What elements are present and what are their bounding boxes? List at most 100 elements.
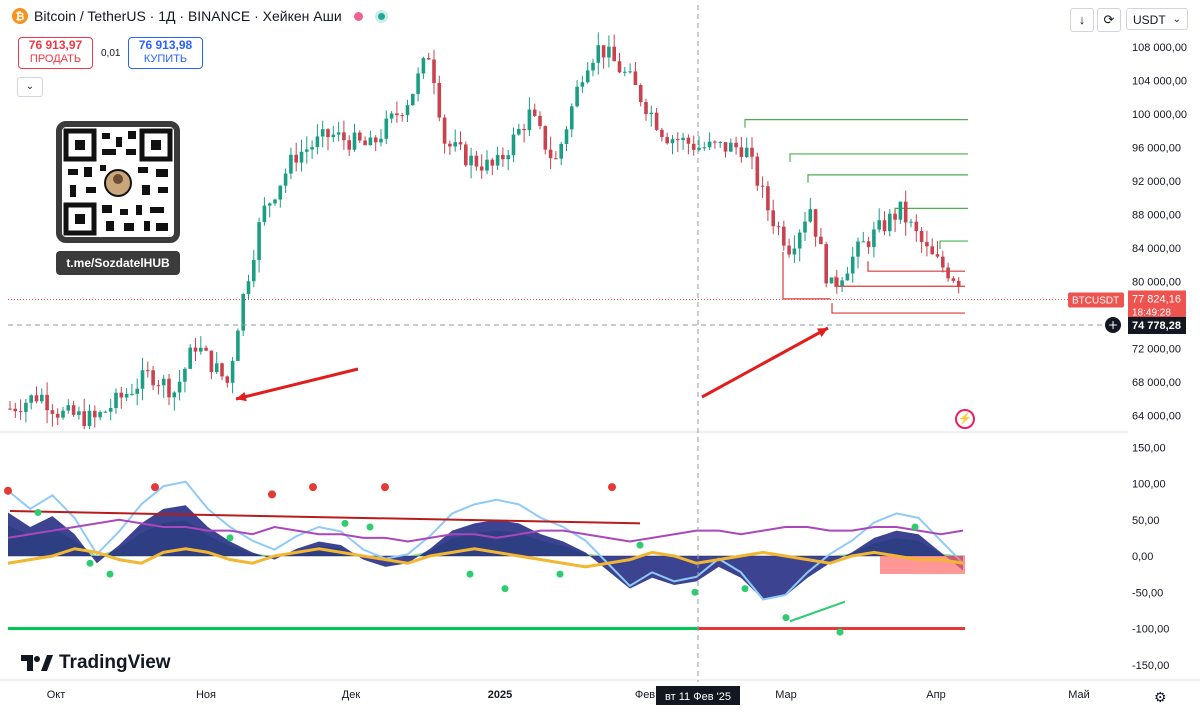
- last-price-tag: [1128, 290, 1186, 319]
- candle-body: [935, 254, 940, 257]
- currency-select[interactable]: USDT ⌄: [1126, 8, 1188, 30]
- candle-body: [644, 102, 648, 115]
- candle-body: [156, 385, 161, 387]
- candle-body: [24, 402, 28, 412]
- osc-trend-line: [9, 510, 641, 525]
- time-tick-label: Окт: [47, 689, 66, 701]
- candle-body: [29, 395, 33, 403]
- candle-body: [517, 128, 521, 135]
- candle-body: [66, 405, 71, 411]
- osc-purple-line: [7, 518, 964, 543]
- symbol-price-tag: [1068, 292, 1124, 308]
- candle-body: [707, 141, 712, 148]
- price-tick-label: 92 000,00: [1132, 176, 1181, 188]
- last-price-value: 77 824,16: [1132, 293, 1181, 305]
- candle-body: [252, 260, 256, 282]
- candle-body: [405, 105, 410, 116]
- candle-body: [363, 140, 367, 146]
- coin-icon: ₿: [12, 8, 28, 24]
- price-tick-label: 64 000,00: [1132, 410, 1181, 422]
- price-tick-label: 96 000,00: [1132, 142, 1181, 154]
- annotation-arrowhead: [236, 391, 247, 402]
- candle-body: [283, 173, 288, 186]
- candle-body: [108, 408, 113, 412]
- candle-body: [845, 273, 850, 281]
- tradingview-logo[interactable]: TradingView: [21, 652, 171, 674]
- candle-body: [882, 220, 887, 232]
- candle-body: [199, 347, 203, 352]
- candle-body: [315, 136, 320, 148]
- support-level-line: [782, 251, 830, 300]
- signal-dot-sell: [151, 483, 159, 492]
- plus-circle-icon[interactable]: [1105, 316, 1121, 333]
- candle-body: [320, 129, 325, 137]
- buy-button[interactable]: 76 913,98 КУПИТЬ: [128, 37, 203, 69]
- candle-body: [898, 201, 903, 220]
- candle-body: [596, 45, 601, 63]
- candle-body: [527, 109, 532, 131]
- time-tick-label: Мар: [775, 689, 797, 701]
- candle-body: [829, 277, 834, 284]
- candle-body: [570, 106, 574, 130]
- signal-dot-sell: [4, 486, 12, 495]
- candle-body: [702, 147, 707, 149]
- candle-body: [469, 155, 473, 166]
- candle-body: [241, 294, 245, 331]
- candle-body: [872, 229, 876, 248]
- refresh-icon[interactable]: ⟳: [1097, 8, 1121, 32]
- candle-body: [220, 363, 224, 377]
- signal-dot-buy: [782, 614, 790, 622]
- candle-body: [342, 132, 346, 141]
- osc-tick-label: -150,00: [1132, 660, 1169, 672]
- candle-body: [262, 205, 267, 223]
- signal-dot-buy: [86, 559, 94, 567]
- gear-icon[interactable]: ⚙: [1154, 689, 1167, 705]
- candle-body: [352, 132, 357, 150]
- candle-body: [77, 411, 81, 415]
- candle-body: [146, 370, 150, 372]
- candle-body: [389, 113, 394, 119]
- price-tick-label: 108 000,00: [1132, 42, 1187, 54]
- candle-body: [151, 370, 155, 386]
- candle-body: [193, 347, 198, 352]
- osc-trend-line: [789, 600, 846, 623]
- signal-dot-buy: [836, 628, 844, 636]
- candle-body: [331, 134, 336, 138]
- flash-icon[interactable]: ⚡: [955, 409, 975, 429]
- candle-body: [474, 155, 479, 167]
- candle-body: [956, 280, 961, 287]
- candle-body: [835, 277, 839, 286]
- candle-body: [782, 226, 786, 246]
- candle-body: [124, 393, 129, 398]
- candle-body: [368, 137, 373, 146]
- candle-body: [718, 142, 722, 144]
- time-tick-label: Фев: [635, 689, 655, 701]
- chevron-down-icon[interactable]: ⌄: [17, 77, 43, 97]
- signal-dot-buy: [226, 534, 234, 542]
- candle-body: [416, 73, 420, 94]
- candle-body: [729, 142, 733, 152]
- symbol-title[interactable]: Bitcoin / TetherUS · 1Д · BINANCE · Хейк…: [34, 8, 342, 24]
- candle-body: [866, 241, 871, 248]
- candle-body: [479, 166, 484, 171]
- candle-body: [580, 82, 585, 87]
- candle-body: [676, 139, 680, 141]
- resistance-level-line: [744, 119, 968, 128]
- candle-body: [601, 45, 606, 58]
- signal-dot-buy: [911, 523, 919, 531]
- crosshair-price-value: 74 778,28: [1132, 320, 1181, 332]
- sell-button[interactable]: 76 913,97 ПРОДАТЬ: [18, 37, 93, 69]
- candle-body: [257, 222, 261, 261]
- candle-body: [713, 141, 717, 143]
- candle-body: [273, 199, 277, 204]
- candle-body: [628, 71, 632, 73]
- download-icon[interactable]: ↓: [1070, 8, 1094, 32]
- signal-dot-buy: [556, 570, 564, 578]
- candle-body: [501, 154, 505, 160]
- candle-body: [50, 410, 55, 414]
- candle-body: [267, 203, 272, 206]
- annotation-arrow: [235, 367, 359, 401]
- crosshair-date-tag: [656, 686, 740, 705]
- signal-dot-sell: [309, 483, 317, 492]
